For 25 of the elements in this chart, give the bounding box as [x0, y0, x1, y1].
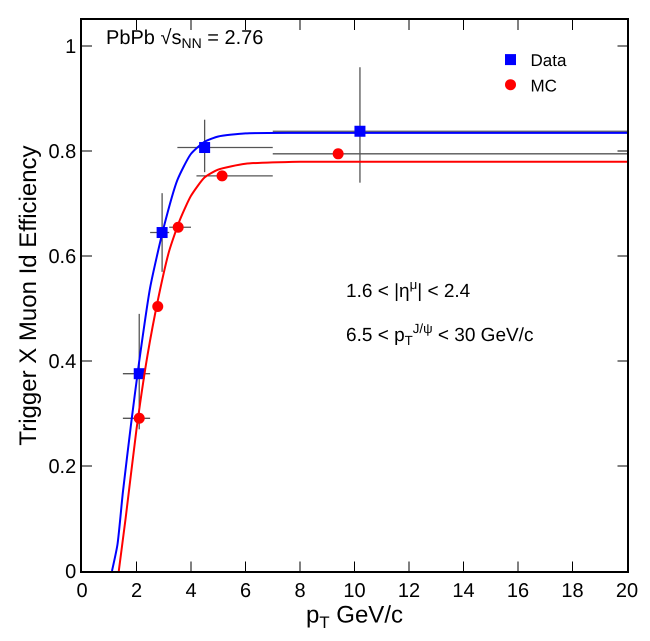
x-tick-label: 14: [452, 580, 475, 602]
legend-label: MC: [530, 76, 557, 96]
y-tick-label: 0.8: [48, 141, 76, 164]
y-tick-label: 0.6: [48, 246, 76, 268]
x-tick-label: 20: [616, 580, 638, 602]
x-tick-label: 6: [240, 580, 252, 602]
x-tick-label: 12: [398, 580, 420, 602]
y-tick-label: 1: [65, 36, 76, 58]
x-tick-label: 18: [561, 580, 584, 602]
y-tick-label: 0: [65, 561, 76, 583]
x-tick-label: 2: [130, 580, 142, 602]
x-tick-label: 8: [294, 580, 306, 602]
annotation: PbPb √s$_{NN}$ = 2.76: [106, 27, 264, 52]
x-tick-label: 10: [343, 580, 366, 602]
x-axis-title: p$_{T}$ GeV/c: [306, 602, 403, 632]
annotation: 1.6 < |η$^{μ}$| < 2.4: [346, 277, 471, 302]
x-tick-label: 4: [185, 580, 197, 602]
x-tick-label: 16: [506, 580, 530, 602]
y-axis-title: Trigger X Muon Id Efficiency: [15, 145, 42, 446]
y-tick-label: 0.4: [48, 351, 76, 374]
annotation: 6.5 < p$_{T}$$^{J/ψ}$ < 30 GeV/c: [346, 321, 534, 348]
legend-label: Data: [530, 51, 567, 70]
y-tick-label: 0.2: [48, 456, 76, 478]
point: [216, 170, 228, 182]
point: [332, 148, 344, 160]
